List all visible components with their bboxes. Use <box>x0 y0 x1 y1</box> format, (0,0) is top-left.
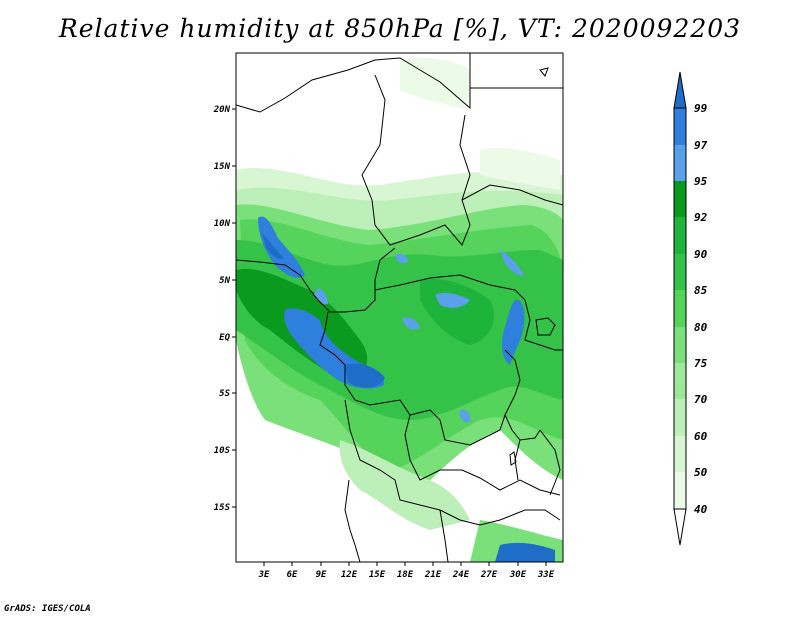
lon-label: 24E <box>452 570 470 580</box>
colorbar-label: 99 <box>694 102 708 115</box>
colorbar-label: 60 <box>694 430 708 443</box>
map-title: Relative humidity at 850hPa [%], VT: 202… <box>58 14 742 43</box>
colorbar-label: 75 <box>694 357 708 370</box>
lat-label: 5N <box>219 276 230 286</box>
lat-label: 5S <box>219 389 230 399</box>
lon-label: 30E <box>509 570 527 580</box>
colorbar-bottom-arrow <box>673 508 687 546</box>
colorbar-label: 97 <box>694 139 708 152</box>
humidity-field <box>236 53 563 562</box>
lon-label: 6E <box>287 570 298 580</box>
colorbar-label: 92 <box>694 211 708 224</box>
lat-label: 10S <box>214 446 231 456</box>
map-frame <box>235 52 564 563</box>
colorbar-swatch <box>674 181 686 217</box>
colorbar-label: 80 <box>694 321 708 334</box>
colorbar-swatch <box>674 327 686 363</box>
lon-label: 33E <box>537 570 555 580</box>
colorbar-swatch <box>674 254 686 290</box>
colorbar-label: 50 <box>694 466 708 479</box>
lon-label: 9E <box>316 570 327 580</box>
colorbar-swatch <box>674 217 686 254</box>
lon-label: 12E <box>341 570 358 580</box>
colorbar-swatch <box>674 108 686 145</box>
colorbar-swatch <box>674 363 686 399</box>
lat-axis: 20N 15N 10N 5N EQ 5S 10S 15S <box>213 105 236 513</box>
country-borders <box>236 53 563 562</box>
lat-label: 15S <box>214 503 231 513</box>
lon-label: 21E <box>424 570 442 580</box>
colorbar-swatch <box>674 436 686 472</box>
lon-label: 18E <box>397 570 414 580</box>
lat-label: EQ <box>219 333 230 343</box>
lat-label: 20N <box>213 105 231 115</box>
colorbar-swatch <box>674 399 686 436</box>
colorbar-label: 70 <box>694 393 708 406</box>
lon-label: 27E <box>480 570 498 580</box>
colorbar-top-arrow <box>673 71 687 109</box>
colorbar-label: 85 <box>694 284 708 297</box>
lat-label: 15N <box>214 162 231 172</box>
colorbar-label: 90 <box>694 248 708 261</box>
colorbar-swatch <box>674 472 686 509</box>
lon-axis: 3E 6E 9E 12E 15E 18E 21E 24E 27E 30E 33E <box>258 562 555 580</box>
colorbar-swatch <box>674 145 686 181</box>
lon-label: 3E <box>258 570 270 580</box>
colorbar-label: 95 <box>694 175 708 188</box>
colorbar-label: 40 <box>694 503 708 516</box>
colorbar-swatch <box>674 290 686 327</box>
colorbar: 99 97 95 92 90 85 80 75 70 60 50 40 <box>673 71 708 546</box>
lat-label: 10N <box>214 219 231 229</box>
lon-label: 15E <box>369 570 386 580</box>
credit-label: GrADS: IGES/COLA <box>4 604 91 614</box>
